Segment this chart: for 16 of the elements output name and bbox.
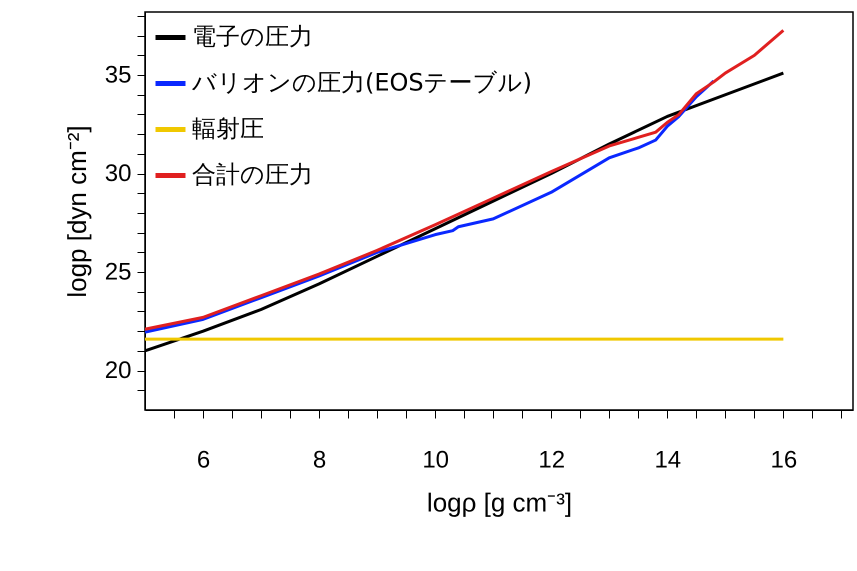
legend-label: バリオンの圧力(EOSテーブル) [191,68,532,96]
x-tick-label: 14 [654,446,682,474]
y-tick-label: 30 [104,160,132,188]
legend-label: 輻射圧 [192,114,264,142]
y-tick-label: 20 [104,357,132,384]
y-tick-label: 35 [104,62,132,89]
x-tick-label: 6 [196,446,210,474]
y-tick-label: 25 [104,258,132,286]
x-tick-label: 16 [770,446,798,474]
x-tick-label: 8 [312,446,326,474]
y-axis-title: logp [dyn cm⁻²] [62,125,92,298]
legend-label: 電子の圧力 [192,22,313,50]
legend-label: 合計の圧力 [192,160,313,188]
x-tick-label: 10 [422,446,450,474]
x-axis-title: logρ [g cm⁻³] [426,488,572,518]
x-tick-label: 12 [538,446,566,474]
